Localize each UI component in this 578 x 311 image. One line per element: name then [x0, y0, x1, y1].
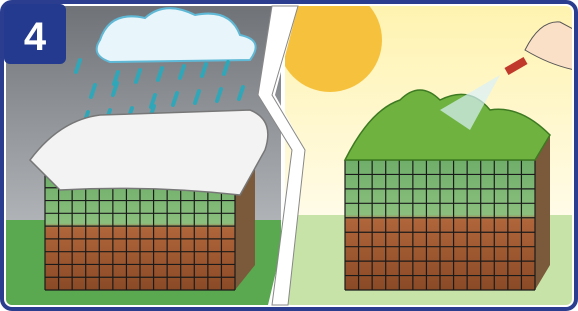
sun-panel	[278, 0, 575, 310]
step-number: 4	[24, 15, 47, 59]
illustration: 4	[0, 0, 578, 311]
block-side	[535, 135, 550, 290]
